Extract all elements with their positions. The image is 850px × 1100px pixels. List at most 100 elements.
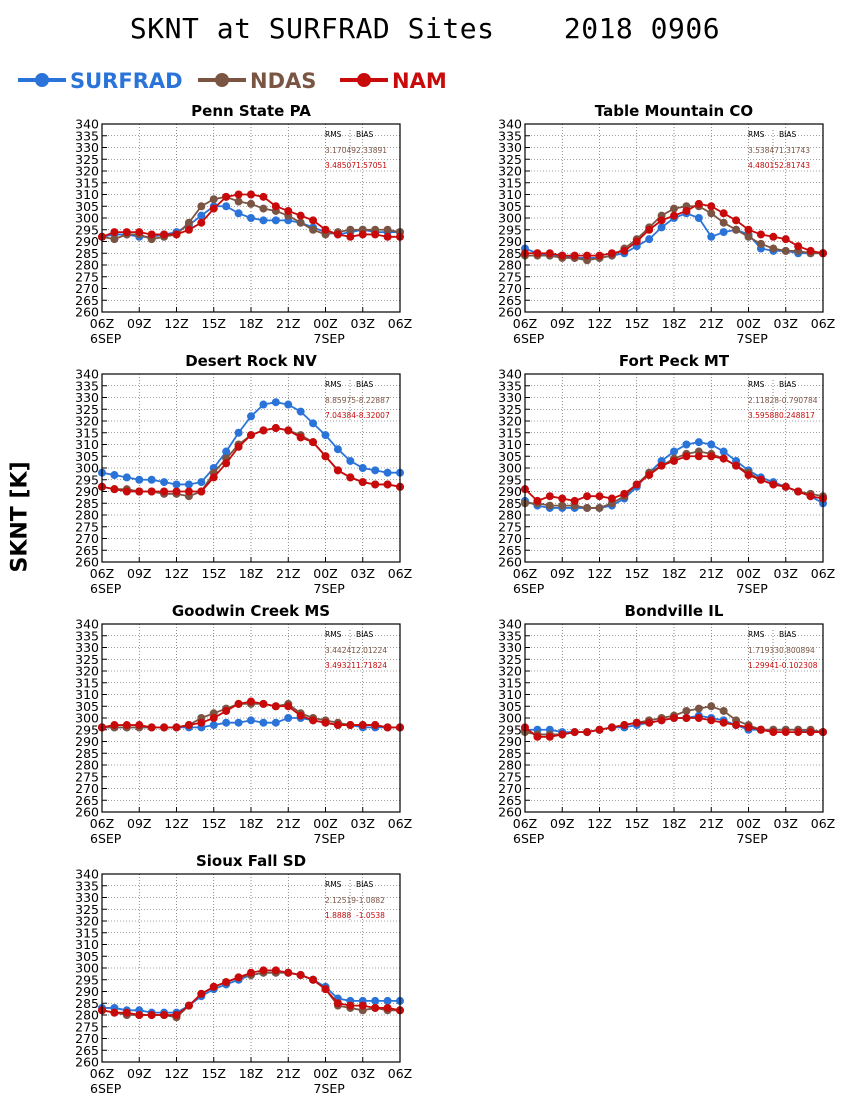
data-point [184, 480, 193, 489]
data-point [533, 496, 542, 505]
data-point [271, 968, 280, 977]
data-point [371, 723, 380, 732]
data-point [657, 461, 666, 470]
x-tick-label: 09Z [127, 1066, 151, 1081]
data-point [707, 449, 716, 458]
data-point [383, 723, 392, 732]
data-point [247, 716, 255, 725]
data-point [719, 454, 728, 463]
stats-header-rms: RMS [748, 630, 765, 639]
y-tick-label: 290 [75, 234, 99, 249]
date-label: 7SEP [314, 581, 346, 596]
data-point [309, 223, 318, 232]
data-point [383, 225, 392, 234]
data-point [333, 999, 342, 1008]
y-tick-label: 295 [75, 972, 99, 987]
data-point [284, 211, 293, 220]
y-tick-label: 325 [75, 652, 99, 667]
data-point [98, 482, 106, 491]
x-tick-label: 03Z [774, 816, 798, 831]
data-point [595, 251, 604, 260]
data-point [558, 728, 567, 737]
x-tick-label: 15Z [202, 316, 226, 331]
y-tick-label: 340 [75, 367, 99, 382]
stats-header-rms: RMS [325, 630, 342, 639]
data-point [632, 718, 641, 727]
series-line-ndas [101, 971, 400, 1019]
legend-label: NDAS [250, 69, 316, 93]
panel-title: Fort Peck MT [619, 352, 730, 370]
date-label: 7SEP [737, 831, 769, 846]
data-point [819, 249, 827, 258]
data-point [296, 971, 305, 980]
stats-bias-nam: 1.57051 [356, 161, 387, 170]
data-point [197, 718, 206, 727]
data-point [147, 475, 156, 484]
data-point [670, 211, 678, 220]
date-label: 6SEP [90, 581, 122, 596]
data-point [147, 230, 156, 239]
data-point [744, 725, 753, 734]
data-point [396, 1006, 404, 1015]
data-point [147, 235, 156, 244]
series-line-nam [101, 700, 400, 729]
data-point [98, 723, 106, 732]
data-point [122, 1008, 131, 1017]
data-point [769, 725, 778, 734]
data-point [383, 723, 392, 732]
data-point [682, 440, 691, 449]
plot-frame [101, 123, 401, 313]
data-point [732, 461, 741, 470]
data-point [209, 709, 218, 718]
data-point [197, 989, 206, 998]
data-point [371, 466, 380, 475]
series-ndas [98, 968, 404, 1022]
data-point [234, 973, 243, 982]
data-point [284, 206, 293, 215]
plot-frame [101, 373, 401, 563]
y-tick-label: 290 [498, 234, 522, 249]
plot-frame [101, 873, 401, 1063]
data-point [284, 400, 293, 409]
data-point [184, 487, 193, 496]
y-tick-label: 330 [498, 390, 522, 405]
data-point [346, 996, 355, 1005]
data-point [147, 723, 156, 732]
data-point [147, 487, 156, 496]
y-tick-label: 260 [498, 555, 522, 570]
data-point [744, 225, 753, 234]
data-point [147, 723, 156, 732]
data-point [135, 723, 144, 732]
x-tick-label: 09Z [550, 316, 574, 331]
data-point [371, 996, 380, 1005]
data-point [769, 480, 778, 489]
y-tick-label: 330 [75, 390, 99, 405]
x-tick-label: 15Z [202, 566, 226, 581]
y-tick-label: 330 [75, 140, 99, 155]
data-point [383, 480, 392, 489]
data-point [172, 723, 181, 732]
data-point [545, 249, 554, 258]
x-tick-label: 00Z [736, 566, 760, 581]
data-point [222, 704, 231, 713]
data-point [358, 1006, 367, 1015]
data-point [645, 718, 654, 727]
data-point [732, 456, 741, 465]
data-point [296, 971, 305, 980]
series-surfrad [521, 438, 827, 512]
data-point [259, 966, 268, 975]
stats-header-bias: BIAS [356, 380, 373, 389]
data-point [358, 721, 367, 730]
panel-desert-rock-nv: Desert Rock NV26026527027528028529029530… [75, 352, 412, 596]
data-point [396, 723, 404, 732]
data-point [583, 492, 592, 501]
data-point [657, 716, 666, 725]
data-point [135, 230, 144, 239]
data-point [222, 980, 231, 989]
y-tick-label: 285 [75, 496, 99, 511]
y-tick-label: 340 [75, 617, 99, 632]
data-point [794, 487, 803, 496]
data-point [756, 725, 765, 734]
